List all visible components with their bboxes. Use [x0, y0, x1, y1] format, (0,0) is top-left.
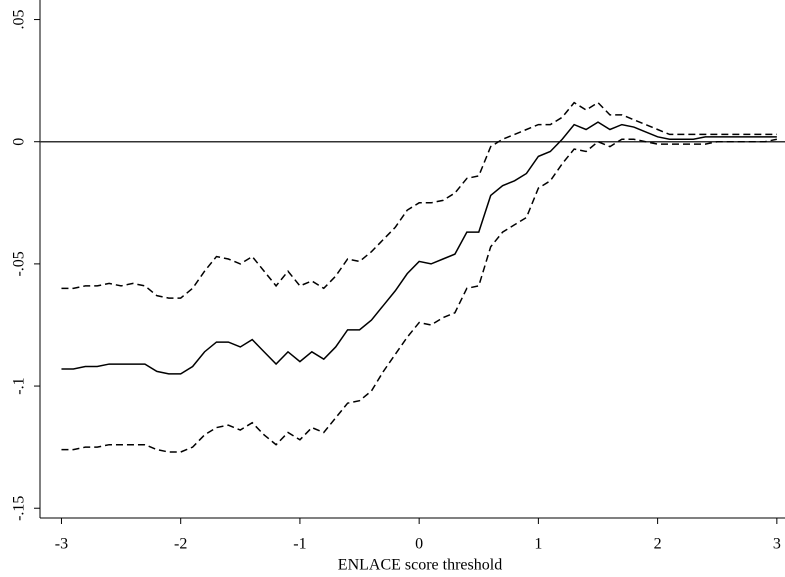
x-tick-label: -2 [174, 536, 187, 553]
x-axis-label: ENLACE score threshold [338, 557, 502, 574]
x-tick-label: -1 [293, 536, 306, 553]
x-tick-label: -3 [55, 536, 68, 553]
y-tick-label: 0 [11, 138, 28, 146]
x-tick-label: 3 [773, 536, 781, 553]
x-tick-label: 2 [654, 536, 662, 553]
x-tick-label: 0 [415, 536, 423, 553]
x-tick-label: 1 [534, 536, 542, 553]
estimate-line [61, 121, 777, 375]
y-tick-label: -.05 [11, 251, 28, 276]
y-tick-label: -.15 [11, 496, 28, 521]
y-tick-label: -.1 [11, 377, 28, 394]
ci-line [61, 138, 778, 453]
y-tick-label: .05 [11, 10, 28, 30]
ci-line [61, 101, 777, 299]
